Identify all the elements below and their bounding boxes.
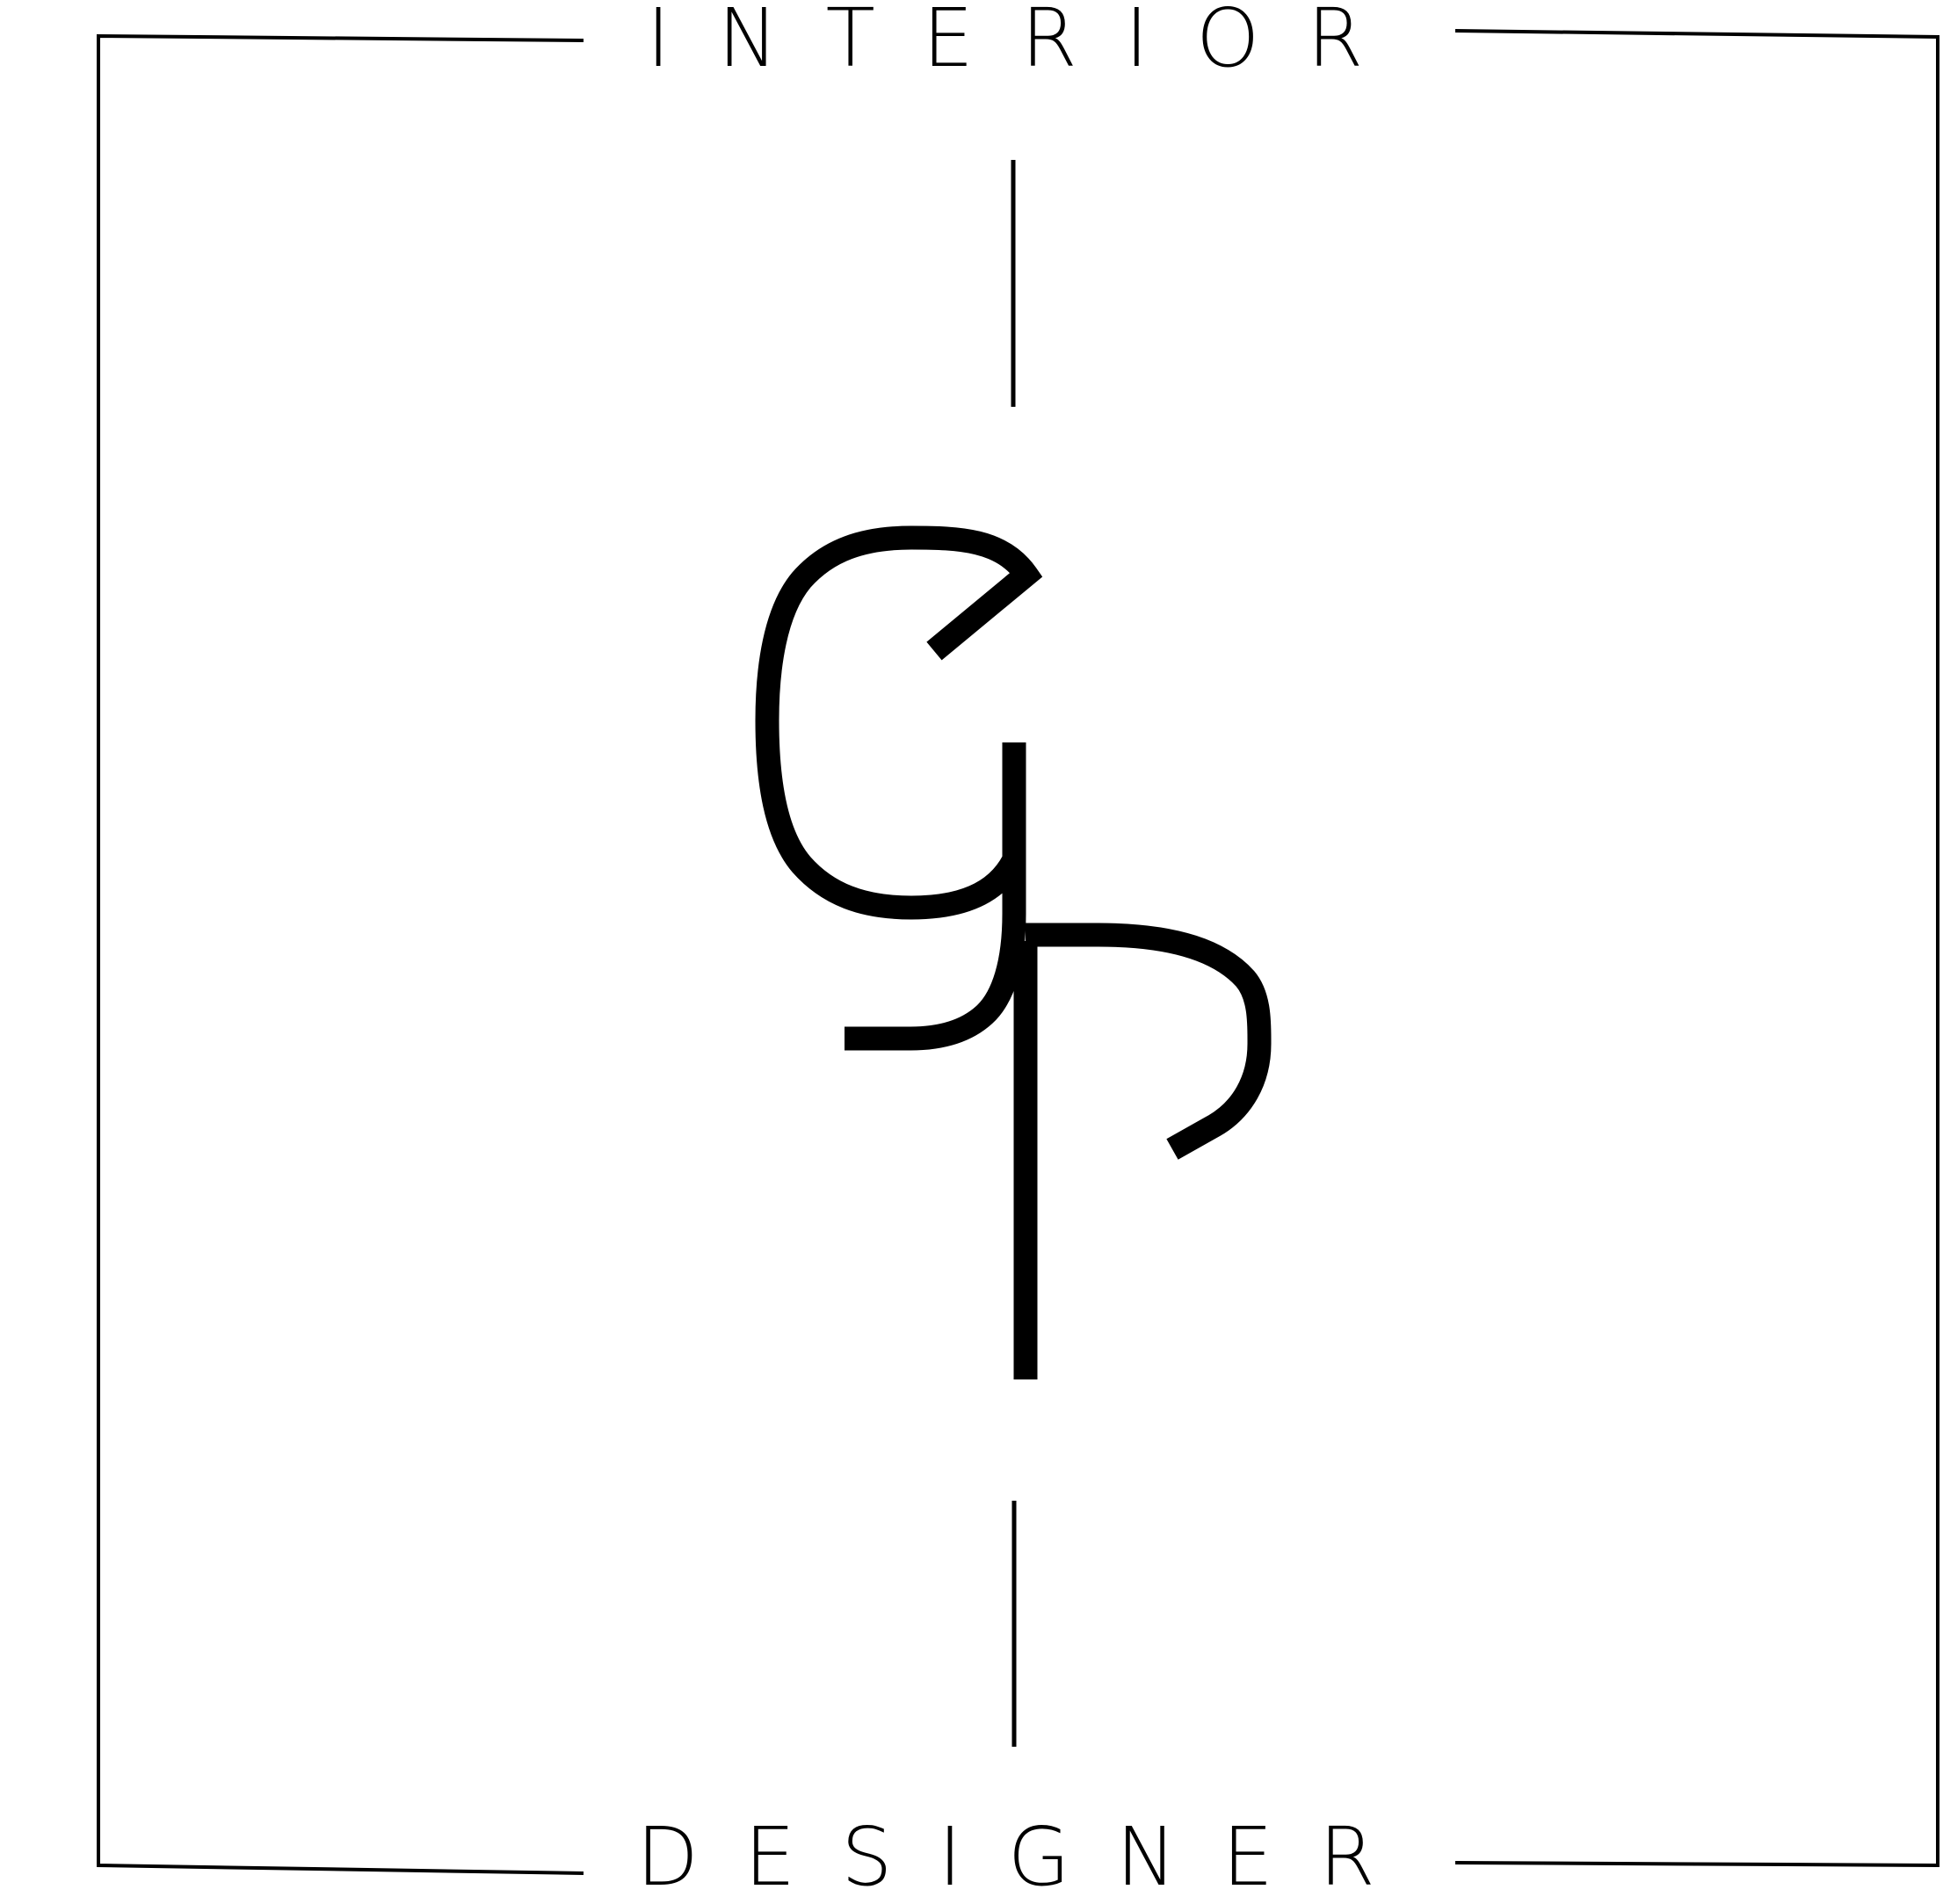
monogram-r xyxy=(1013,923,1272,1379)
frame-right-bracket xyxy=(1454,29,1939,1868)
monogram-g xyxy=(755,525,1043,1051)
top-word: INTERIOR xyxy=(646,0,1411,85)
bottom-word: DESIGNER xyxy=(636,1810,1421,1904)
frame-left-bracket xyxy=(97,33,584,1875)
